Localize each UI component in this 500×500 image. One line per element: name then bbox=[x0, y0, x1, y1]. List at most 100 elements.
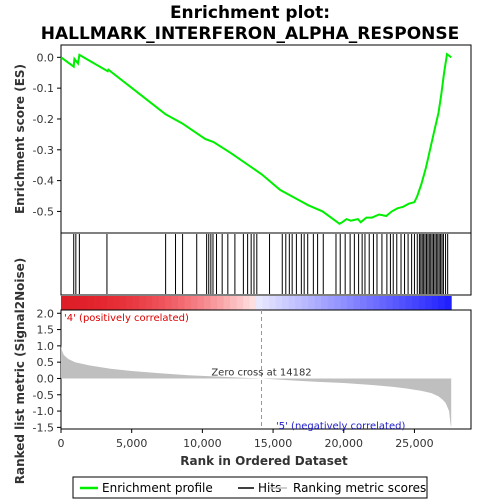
positive-correlation-label: '4' (positively correlated) bbox=[64, 313, 189, 324]
color-bar-segment bbox=[353, 296, 361, 310]
x-axis-label: Rank in Ordered Dataset bbox=[180, 454, 348, 468]
color-bar-segment bbox=[61, 296, 69, 310]
color-bar-segment bbox=[217, 296, 225, 310]
metric-panel: 2.0 1.5 1.0 0.5 0.0 -0.5 -1.0 -1.5 Zero cross a… bbox=[13, 258, 472, 485]
color-bar-segment bbox=[80, 296, 88, 310]
es-panel-frame bbox=[60, 44, 472, 234]
hits-panel-frame bbox=[60, 232, 472, 296]
color-bar-segment bbox=[171, 296, 179, 310]
metric-tick-label: -0.5 bbox=[33, 389, 54, 402]
metric-tick-label: 2.0 bbox=[37, 307, 55, 320]
hits-panel bbox=[60, 232, 472, 296]
x-tick-label: 20,000 bbox=[325, 437, 364, 450]
color-bar-segment bbox=[249, 296, 257, 310]
color-bar-segment bbox=[93, 296, 101, 310]
color-bar-segment bbox=[184, 296, 192, 310]
x-tick-label: 15,000 bbox=[254, 437, 293, 450]
metric-tick-label: 0.0 bbox=[37, 372, 55, 385]
color-bar-segment bbox=[100, 296, 108, 310]
color-bar-segment bbox=[178, 296, 186, 310]
color-bar-segment bbox=[126, 296, 134, 310]
metric-y-ticks: 2.0 1.5 1.0 0.5 0.0 -0.5 -1.0 -1.5 bbox=[33, 307, 61, 434]
color-bar-segment bbox=[295, 296, 303, 310]
es-tick-label: -0.1 bbox=[33, 82, 54, 95]
color-bar-segment bbox=[438, 296, 446, 310]
color-bar-segment bbox=[230, 296, 238, 310]
chart-title-line1: Enrichment plot: bbox=[170, 3, 330, 23]
es-tick-label: 0.0 bbox=[37, 51, 55, 64]
hits-marks bbox=[73, 234, 449, 294]
metric-tick-label: 0.5 bbox=[37, 356, 55, 369]
enrichment-profile-line bbox=[60, 52, 452, 225]
color-bar-segment bbox=[392, 296, 400, 310]
color-bar-segment bbox=[321, 296, 329, 310]
metric-y-axis-label: Ranked list metric (Signal2Noise) bbox=[13, 258, 27, 485]
metric-tick-label: -1.5 bbox=[33, 421, 54, 434]
color-bar-segment bbox=[412, 296, 420, 310]
color-bar-segment bbox=[340, 296, 348, 310]
color-bar-segment bbox=[152, 296, 160, 310]
color-bar-segment bbox=[360, 296, 368, 310]
es-tick-label: -0.4 bbox=[33, 175, 54, 188]
legend-hits: Hits bbox=[258, 481, 281, 495]
color-bar-segment bbox=[87, 296, 95, 310]
color-bar-segment bbox=[145, 296, 153, 310]
color-bar-segment bbox=[210, 296, 218, 310]
color-bar-segment bbox=[269, 296, 277, 310]
color-bar-segment bbox=[256, 296, 264, 310]
color-bar-segment bbox=[444, 296, 452, 310]
color-bar-segment bbox=[431, 296, 439, 310]
color-bar-segment bbox=[191, 296, 199, 310]
color-bar-segment bbox=[158, 296, 166, 310]
color-bar-segment bbox=[262, 296, 270, 310]
color-bar-segment bbox=[334, 296, 342, 310]
color-bar-segment bbox=[204, 296, 212, 310]
es-panel: 0.0 -0.1 -0.2 -0.3 -0.4 -0.5 Enrichment score… bbox=[13, 44, 472, 234]
es-tick-label: -0.5 bbox=[33, 205, 54, 218]
color-bar-segment bbox=[399, 296, 407, 310]
legend-ranking-metric: Ranking metric scores bbox=[293, 481, 426, 495]
color-bar-segment bbox=[236, 296, 244, 310]
x-tick-label: 0 bbox=[58, 437, 65, 450]
es-y-ticks: 0.0 -0.1 -0.2 -0.3 -0.4 -0.5 bbox=[33, 51, 61, 218]
chart-title-line2: HALLMARK_INTERFERON_ALPHA_RESPONSE bbox=[41, 24, 460, 44]
color-bar-segment bbox=[308, 296, 316, 310]
color-bar-segment bbox=[347, 296, 355, 310]
color-bar-segment bbox=[275, 296, 283, 310]
color-bar-segment bbox=[113, 296, 121, 310]
color-bar-segment bbox=[197, 296, 205, 310]
legend-enrichment-profile: Enrichment profile bbox=[102, 481, 213, 495]
color-bar-segment bbox=[74, 296, 82, 310]
color-bar-segment bbox=[314, 296, 322, 310]
color-bar-segment bbox=[132, 296, 140, 310]
color-bar-segment bbox=[243, 296, 251, 310]
color-bar-segment bbox=[373, 296, 381, 310]
color-bar-segment bbox=[386, 296, 394, 310]
negative-correlation-label: '5' (negatively correlated) bbox=[276, 421, 405, 432]
legend: Enrichment profile Hits Ranking metric s… bbox=[72, 476, 428, 499]
x-tick-label: 25,000 bbox=[395, 437, 434, 450]
x-axis-ticks: 0 5,000 10,000 15,000 20,000 25,000 bbox=[58, 429, 434, 450]
metric-tick-label: 1.0 bbox=[37, 340, 55, 353]
color-bar-segment bbox=[119, 296, 127, 310]
color-bar-segment bbox=[418, 296, 426, 310]
color-bar-segment bbox=[106, 296, 114, 310]
es-tick-label: -0.3 bbox=[33, 144, 54, 157]
rank-color-bar bbox=[61, 296, 452, 310]
color-bar-segment bbox=[282, 296, 290, 310]
x-tick-label: 5,000 bbox=[116, 437, 148, 450]
es-y-axis-label: Enrichment score (ES) bbox=[13, 64, 27, 214]
color-bar-segment bbox=[425, 296, 433, 310]
es-tick-label: -0.2 bbox=[33, 113, 54, 126]
zero-cross-label: Zero cross at 14182 bbox=[211, 367, 311, 378]
color-bar-segment bbox=[366, 296, 374, 310]
color-bar-segment bbox=[67, 296, 75, 310]
color-bar-segment bbox=[301, 296, 309, 310]
color-bar-segment bbox=[139, 296, 147, 310]
color-bar-segment bbox=[223, 296, 231, 310]
metric-panel-frame bbox=[60, 309, 472, 430]
color-bar-segment bbox=[379, 296, 387, 310]
metric-tick-label: -1.0 bbox=[33, 405, 54, 418]
color-bar-segment bbox=[288, 296, 296, 310]
